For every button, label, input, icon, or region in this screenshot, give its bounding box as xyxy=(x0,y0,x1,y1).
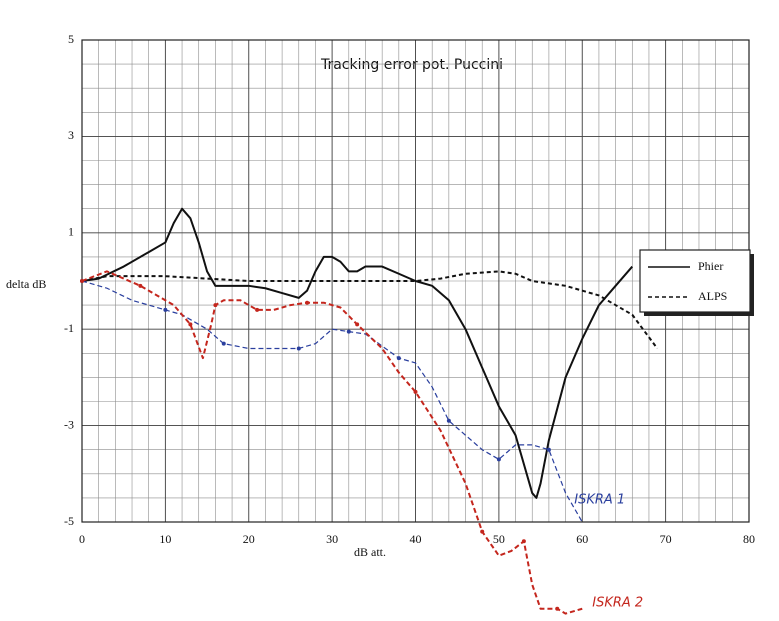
series-line xyxy=(81,280,583,523)
series-annotation: ISKRA 2 xyxy=(592,595,643,610)
data-point xyxy=(221,341,226,346)
chart-title: Tracking error pot. Puccini xyxy=(320,57,503,73)
x-tick-label: 40 xyxy=(410,532,422,546)
y-tick-label: -1 xyxy=(64,321,74,335)
data-point xyxy=(346,329,351,334)
y-axis-label: delta dB xyxy=(6,277,46,291)
y-tick-label: -5 xyxy=(64,514,74,528)
y-tick-label: -3 xyxy=(64,417,74,431)
x-axis-label: dB att. xyxy=(354,545,386,559)
data-point xyxy=(188,322,193,327)
x-tick-label: 10 xyxy=(159,532,171,546)
data-point xyxy=(163,307,168,312)
series-line xyxy=(81,270,583,615)
x-tick-label: 30 xyxy=(326,532,338,546)
data-point xyxy=(255,307,260,312)
data-point xyxy=(138,283,143,288)
data-point xyxy=(413,389,418,394)
data-point xyxy=(446,418,451,423)
y-tick-label: 3 xyxy=(68,128,74,142)
x-tick-label: 50 xyxy=(493,532,505,546)
data-point xyxy=(80,279,84,283)
data-point xyxy=(546,447,551,452)
series-line xyxy=(81,207,634,499)
x-tick-label: 60 xyxy=(576,532,588,546)
data-point xyxy=(355,322,360,327)
data-point xyxy=(480,529,485,534)
legend-label: Phier xyxy=(698,259,723,273)
y-tick-label: 5 xyxy=(68,32,74,46)
data-point xyxy=(555,606,560,611)
x-tick-label: 70 xyxy=(660,532,672,546)
data-point xyxy=(521,539,526,544)
data-point xyxy=(396,356,401,361)
y-tick-label: 1 xyxy=(68,225,74,239)
x-tick-label: 0 xyxy=(79,532,85,546)
data-point xyxy=(305,300,310,305)
data-point xyxy=(296,346,301,351)
x-tick-label: 20 xyxy=(243,532,255,546)
legend-label: ALPS xyxy=(698,289,727,303)
x-tick-label: 80 xyxy=(743,532,755,546)
series-annotation: ISKRA 1 xyxy=(574,493,625,508)
series-line xyxy=(81,270,659,350)
data-point xyxy=(496,457,501,462)
data-point xyxy=(213,303,218,308)
legend-box xyxy=(639,249,751,313)
